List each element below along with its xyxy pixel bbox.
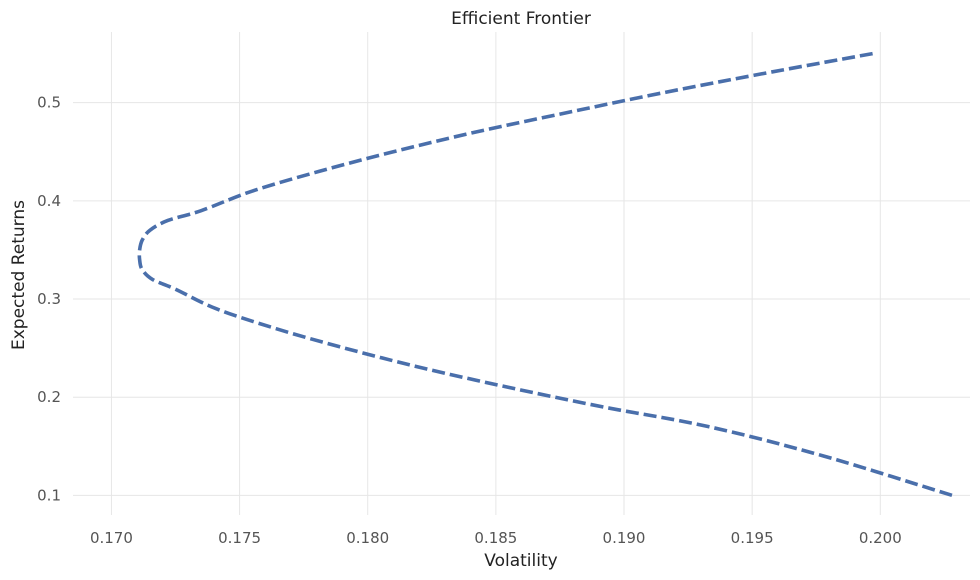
y-tick-label: 0.1 [37,486,61,504]
x-tick-label: 0.200 [859,529,902,547]
chart-title: Efficient Frontier [451,9,591,29]
x-tick-label: 0.170 [90,529,133,547]
y-tick-label: 0.5 [37,94,61,112]
grid [73,32,970,515]
x-tick-label: 0.180 [346,529,389,547]
y-tick-label: 0.2 [37,388,61,406]
y-tick-label: 0.3 [37,290,61,308]
tick-labels: 0.170 0.175 0.180 0.185 0.190 0.195 0.200 0.1 0.… [37,94,902,547]
x-tick-label: 0.185 [474,529,517,547]
y-axis-label: Expected Returns [9,200,29,350]
x-axis-label: Volatility [484,551,557,571]
frontier-series-line [137,51,953,498]
x-tick-label: 0.195 [731,529,774,547]
y-tick-label: 0.4 [37,192,61,210]
x-tick-label: 0.190 [603,529,646,547]
x-tick-label: 0.175 [218,529,261,547]
